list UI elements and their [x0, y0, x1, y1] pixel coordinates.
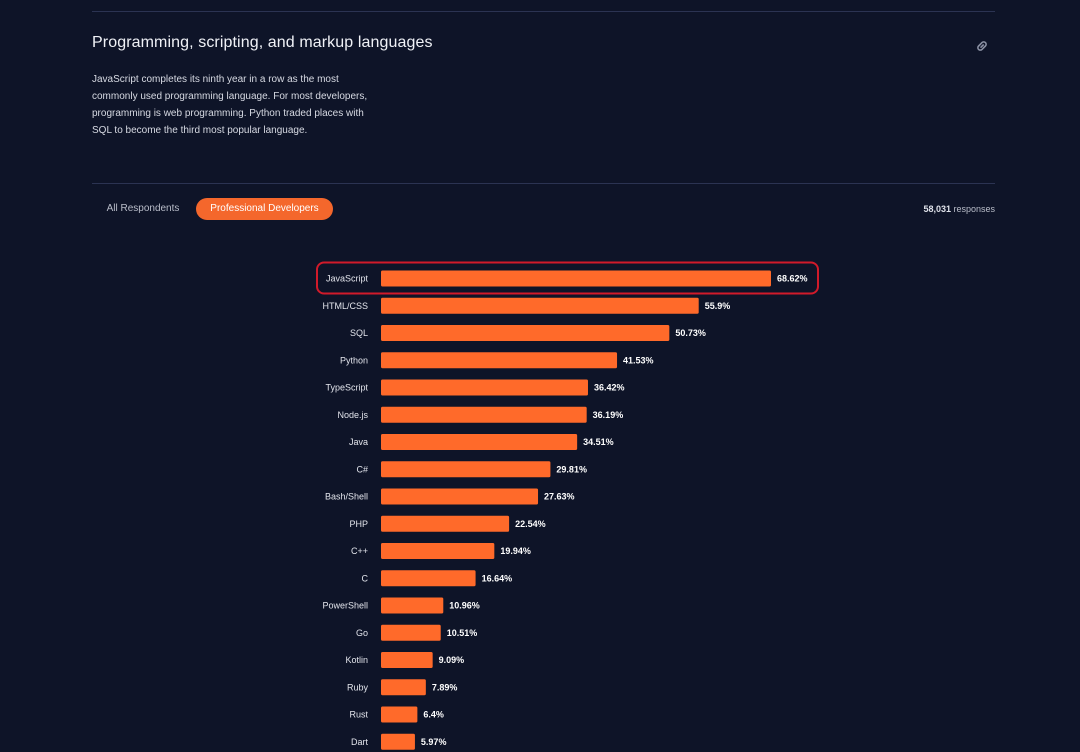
- value-label-ruby: 7.89%: [432, 682, 458, 692]
- category-label-powershell: PowerShell: [322, 601, 368, 611]
- category-label-c: C: [362, 573, 369, 583]
- bar-typescript[interactable]: [381, 379, 588, 396]
- bar-dart[interactable]: [381, 733, 415, 750]
- value-label-java: 34.51%: [583, 437, 614, 447]
- value-label-node-js: 36.19%: [593, 410, 624, 420]
- bar-html-css[interactable]: [381, 297, 699, 314]
- value-label-rust: 6.4%: [423, 710, 444, 720]
- bar-java[interactable]: [381, 434, 578, 450]
- category-label-rust: Rust: [349, 710, 368, 720]
- category-label-typescript: TypeScript: [325, 383, 368, 393]
- category-label-php: PHP: [349, 519, 368, 529]
- value-label-bash-shell: 27.63%: [544, 492, 575, 502]
- value-label-typescript: 36.42%: [594, 383, 625, 393]
- category-label-dart: Dart: [351, 737, 369, 747]
- highlight-box-javascript: [316, 261, 819, 295]
- value-label-go: 10.51%: [447, 628, 478, 638]
- bar-kotlin[interactable]: [381, 652, 433, 668]
- value-label-php: 22.54%: [515, 519, 546, 529]
- bar-powershell[interactable]: [381, 597, 444, 614]
- value-label-javascript: 68.62%: [777, 274, 808, 284]
- category-label-node-js: Node.js: [337, 410, 368, 420]
- value-label-sql: 50.73%: [675, 328, 706, 338]
- responses-suffix: responses: [950, 204, 995, 214]
- category-label-sql: SQL: [350, 328, 368, 338]
- section-title: Programming, scripting, and markup langu…: [92, 34, 433, 51]
- link-icon[interactable]: [974, 38, 990, 54]
- bar-c[interactable]: [381, 570, 476, 587]
- bar-php[interactable]: [381, 515, 510, 532]
- value-label-kotlin: 9.09%: [439, 655, 465, 665]
- category-label-ruby: Ruby: [347, 682, 369, 692]
- bar-python[interactable]: [381, 352, 618, 369]
- tab-all-respondents[interactable]: All Respondents: [106, 203, 180, 214]
- bar-javascript[interactable]: [381, 270, 771, 287]
- value-label-c: 29.81%: [556, 464, 587, 474]
- value-label-c: 19.94%: [500, 546, 531, 556]
- category-label-html-css: HTML/CSS: [322, 301, 368, 311]
- value-label-html-css: 55.9%: [705, 301, 731, 311]
- responses-count: 58,031 responses: [923, 204, 995, 214]
- bar-c[interactable]: [381, 543, 495, 559]
- category-label-c: C#: [356, 464, 368, 474]
- category-label-javascript: JavaScript: [326, 274, 369, 284]
- category-label-go: Go: [356, 628, 368, 638]
- value-label-c: 16.64%: [482, 573, 513, 583]
- responses-number: 58,031: [923, 204, 951, 214]
- tab-professional-developers[interactable]: Professional Developers: [196, 198, 333, 220]
- section-description: JavaScript completes its ninth year in a…: [92, 74, 368, 136]
- value-label-python: 41.53%: [623, 355, 654, 365]
- bar-go[interactable]: [381, 624, 441, 641]
- category-label-kotlin: Kotlin: [345, 655, 368, 665]
- value-label-dart: 5.97%: [421, 737, 447, 747]
- bar-rust[interactable]: [381, 706, 418, 723]
- bar-bash-shell[interactable]: [381, 488, 539, 505]
- bar-c[interactable]: [381, 461, 551, 478]
- top-divider: [92, 11, 995, 12]
- category-label-c: C++: [351, 546, 368, 556]
- value-label-powershell: 10.96%: [449, 601, 480, 611]
- bar-node-js[interactable]: [381, 406, 587, 423]
- bar-sql[interactable]: [381, 325, 670, 341]
- category-label-python: Python: [340, 355, 368, 365]
- tabs-divider: [92, 183, 995, 184]
- bar-ruby[interactable]: [381, 679, 426, 696]
- category-label-bash-shell: Bash/Shell: [325, 492, 368, 502]
- category-label-java: Java: [349, 437, 368, 447]
